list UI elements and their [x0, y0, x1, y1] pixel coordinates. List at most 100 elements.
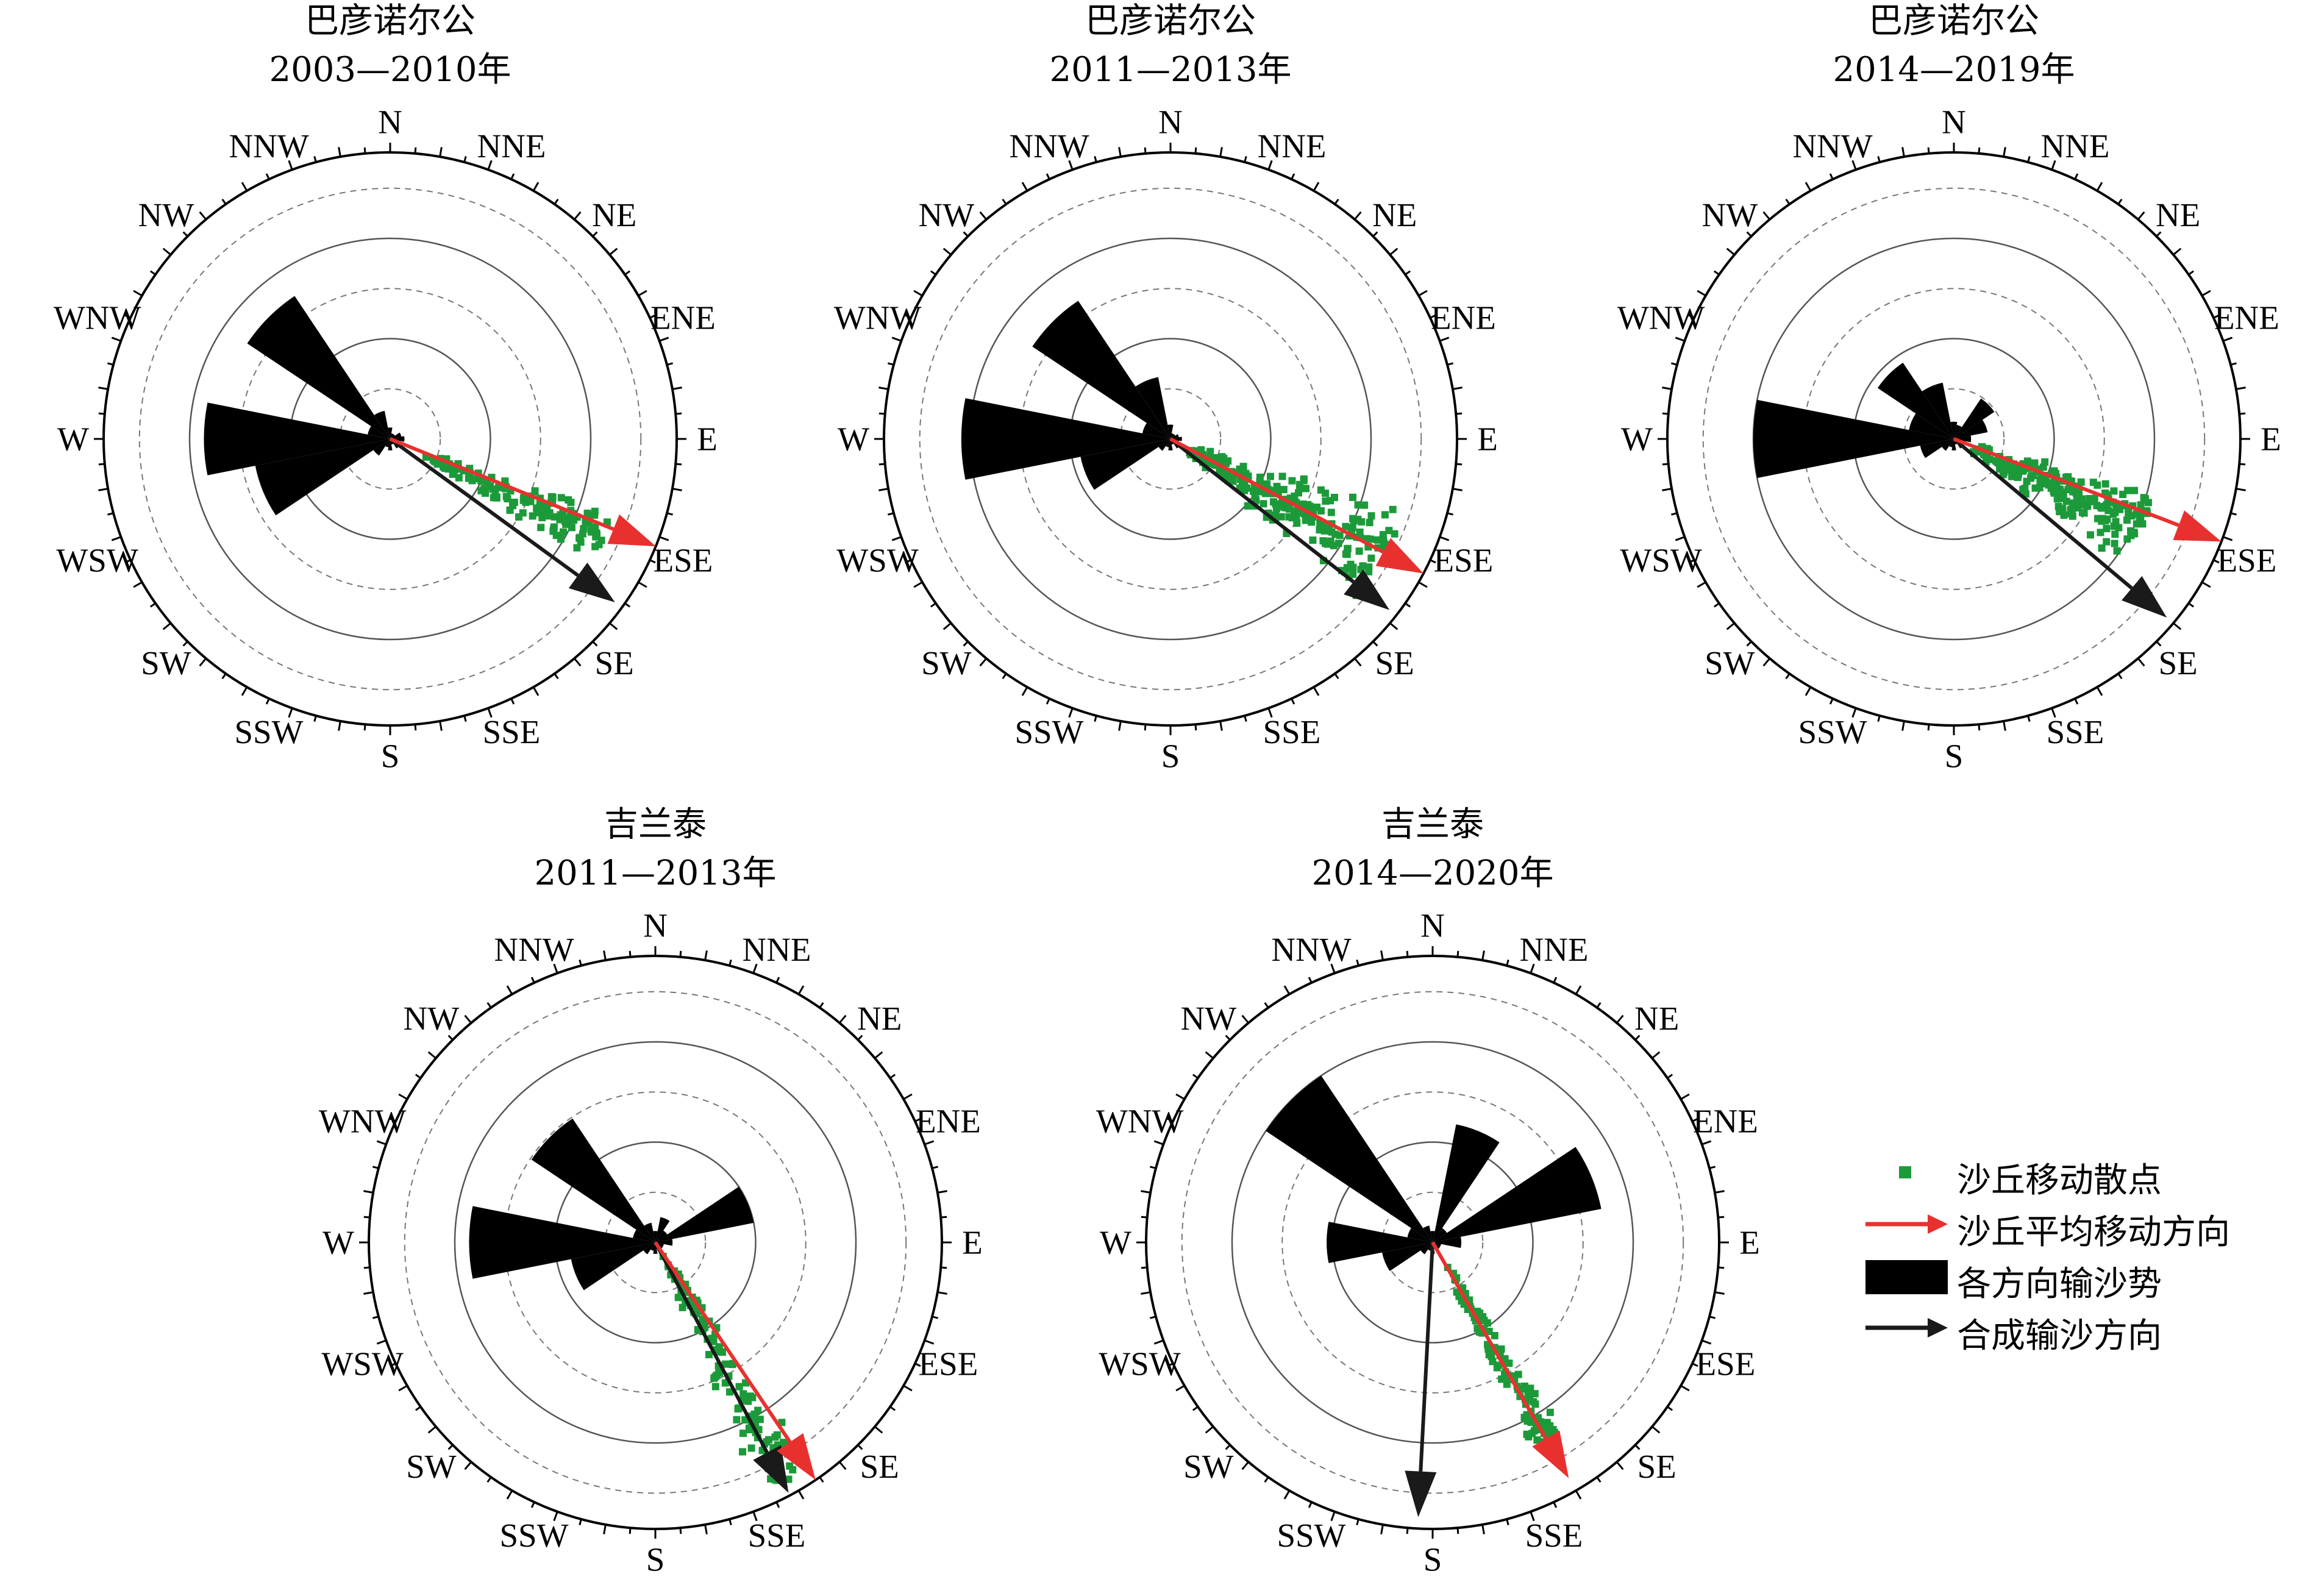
ring-tick [1718, 1266, 1725, 1269]
migration-point [1367, 554, 1375, 562]
ring-tick [1927, 147, 1930, 154]
potential-wedge [388, 427, 393, 439]
direction-label: SE [1637, 1448, 1676, 1485]
ring-tick [797, 1490, 805, 1500]
migration-point [537, 524, 545, 532]
direction-label: S [646, 1541, 665, 1578]
ring-tick [2137, 211, 2145, 220]
ring-tick [221, 673, 227, 680]
migration-point [2103, 538, 2111, 546]
legend-label: 合成输沙方向 [1957, 1316, 2162, 1356]
legend-item-resultant: 合成输沙方向 [1859, 1305, 2286, 1356]
migration-point [482, 489, 490, 497]
solid-ring [454, 1041, 857, 1444]
potential-wedge [1954, 398, 1995, 439]
ring-tick [1553, 977, 1558, 983]
ring-tick [372, 1166, 379, 1169]
migration-point [1278, 472, 1286, 480]
ring-tick [704, 950, 708, 961]
migration-point [2098, 544, 2106, 552]
ring-tick [2173, 622, 2182, 630]
ring-tick [390, 1117, 396, 1122]
migration-point [750, 1410, 758, 1418]
ring-tick [1264, 1477, 1269, 1483]
panel-title: 吉兰泰 [1381, 805, 1484, 844]
resultant-arrow-head [1344, 569, 1390, 610]
potential-wedge [1167, 424, 1174, 439]
resultant-arrow-shaft [389, 437, 579, 577]
ring-tick [1726, 622, 1735, 630]
potential-wedge [1327, 1222, 1433, 1263]
ring-tick [510, 173, 515, 180]
ring-tick [1662, 387, 1672, 390]
ring-tick [1680, 1384, 1690, 1392]
ring-tick [857, 1035, 863, 1041]
migration-point [593, 531, 601, 539]
ring-tick [932, 1166, 939, 1169]
ring-tick [1141, 1291, 1151, 1295]
ring-tick [1785, 673, 1790, 680]
ring-tick [1805, 182, 1812, 191]
ring-tick [963, 231, 969, 237]
ring-tick [1175, 1093, 1185, 1100]
migration-point [489, 485, 497, 493]
ring-tick [553, 1511, 558, 1522]
ring-tick [98, 387, 109, 390]
ring-tick [573, 211, 582, 220]
ring-tick [107, 362, 114, 366]
ring-tick [372, 1316, 379, 1319]
potential-wedge [1407, 1228, 1433, 1242]
dashed-ring [138, 187, 642, 691]
migration-point [2110, 487, 2118, 495]
migration-point [2115, 524, 2123, 532]
ring-tick [414, 724, 417, 731]
ring-tick [905, 559, 911, 564]
ring-tick [1530, 963, 1535, 974]
direction-label: WSW [56, 541, 138, 579]
resultant-arrow-head [753, 1445, 789, 1493]
migration-point [739, 1448, 747, 1456]
migration-point [711, 1383, 719, 1391]
ring-tick [2051, 160, 2056, 170]
ring-tick [1380, 950, 1384, 961]
direction-label: W [1621, 421, 1653, 458]
ring-tick [288, 160, 293, 170]
ring-tick [1291, 173, 1295, 180]
migration-point [2109, 510, 2117, 518]
migration-point [1484, 1345, 1492, 1353]
migration-point [2137, 501, 2145, 509]
ring-tick [579, 1519, 582, 1526]
migration-point [1327, 497, 1334, 505]
migration-point [557, 494, 565, 502]
ring-tick [464, 1014, 472, 1024]
ring-tick [891, 337, 902, 342]
ring-tick [439, 147, 443, 157]
ring-tick [1118, 147, 1122, 157]
migration-point [1523, 1417, 1531, 1425]
migration-point [519, 496, 527, 504]
potential-wedge [531, 1118, 655, 1242]
direction-label: N [1158, 104, 1183, 141]
ring-tick [2137, 658, 2145, 667]
ring-tick [979, 658, 988, 667]
mean-migration-arrow-head [1375, 538, 1423, 574]
direction-label: E [1477, 421, 1498, 458]
ring-tick [797, 985, 805, 995]
ring-tick [942, 622, 952, 630]
direction-label: W [57, 421, 89, 458]
potential-wedge [1954, 435, 1972, 443]
potential-wedge [1877, 362, 1954, 439]
ring-tick [1219, 721, 1223, 731]
ring-tick [903, 1384, 913, 1392]
migration-point [490, 494, 497, 502]
migration-point [580, 525, 588, 533]
ring-tick [1877, 715, 1881, 722]
migration-point [2116, 505, 2124, 513]
ring-tick [1192, 1074, 1199, 1079]
direction-label: ENE [916, 1103, 981, 1140]
panel-title: 巴彦诺尔公 [305, 1, 476, 41]
migration-point [679, 1303, 686, 1311]
potential-wedge [655, 1217, 670, 1242]
potential-wedge [374, 410, 390, 439]
migration-point [1320, 527, 1328, 535]
